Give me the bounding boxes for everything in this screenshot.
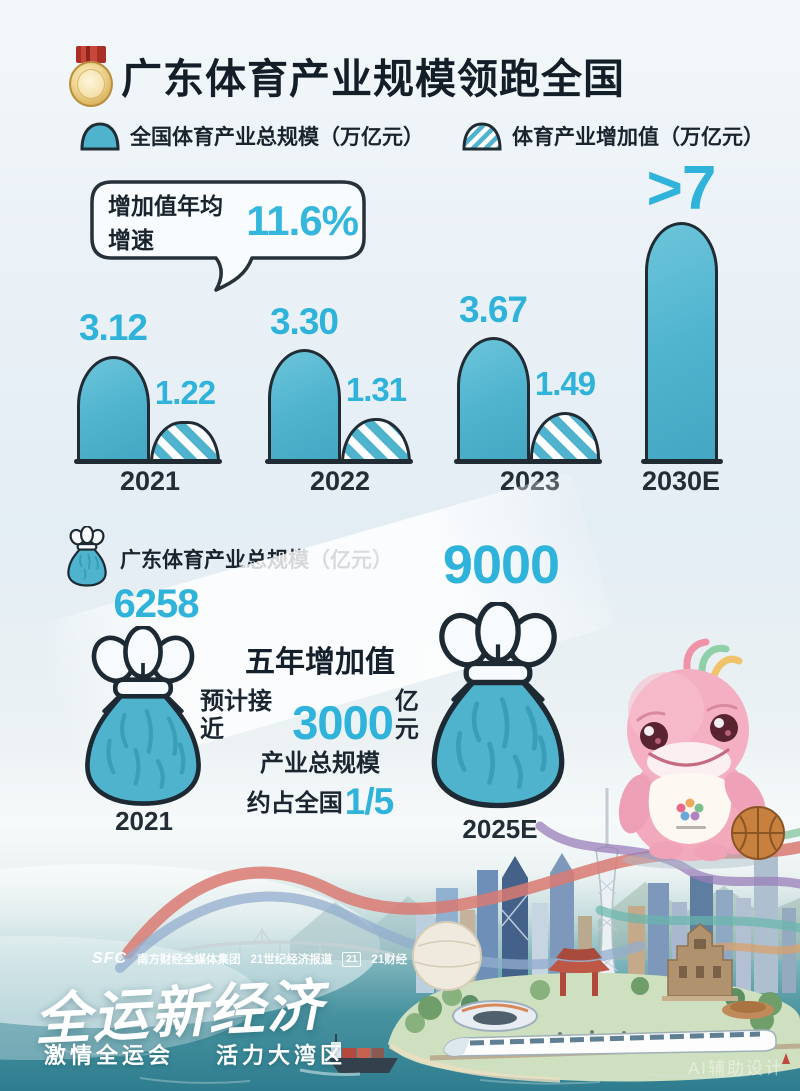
stadium (452, 1000, 538, 1032)
bar-total-2021 (77, 356, 150, 463)
basketball (731, 806, 785, 860)
science-sphere (412, 921, 482, 991)
brand-21-badge-icon: 21 (342, 951, 362, 967)
highlight-line4-big: 1/5 (344, 780, 394, 822)
category-2022: 2022 (309, 466, 371, 496)
baseline-2030e (641, 459, 723, 464)
category-2030e: 2030E (641, 466, 721, 496)
ai-watermark: AI辅助设计 (687, 1059, 784, 1078)
highlight-line4: 约占全国 1/5 (246, 780, 394, 822)
bar-added-2023 (530, 412, 600, 463)
subslogan-left: 激情全运会 (44, 1043, 175, 1068)
gold-medal-icon (68, 46, 114, 116)
bar-total-2030e (645, 222, 718, 463)
bar-total-2022 (268, 349, 341, 463)
brand-21caijing: 21财经 (371, 954, 408, 966)
mascot-emblem (676, 798, 706, 829)
city-illustration (0, 788, 800, 1091)
bag-value-2021: 6258 (113, 582, 200, 626)
high-speed-train (429, 1029, 800, 1061)
legend-added-label: 体育产业增加值（万亿元） (512, 126, 764, 149)
value-total-2021: 3.12 (78, 307, 148, 348)
highlight-text: 五年增加值 预计接近 3000 亿元 产业总规模 约占全国 1/5 (200, 637, 440, 822)
mascot-eyes (636, 703, 738, 750)
money-bag-2021 (85, 626, 201, 806)
bubble-value: 11.6% (246, 197, 359, 245)
brand-group-name: 南方财经全媒体集团 (137, 954, 241, 966)
dolphin-mascot (618, 638, 785, 869)
bar-added-2021 (150, 421, 220, 463)
bar-added-2022 (341, 418, 411, 463)
value-total-2022: 3.30 (269, 301, 339, 342)
baseline-2021 (74, 459, 222, 464)
bubble-label: 增加值年均增速 (108, 193, 223, 253)
brand-21cbh: 21世纪经济报道 (250, 954, 333, 966)
waves (59, 1049, 751, 1085)
baseline-2022 (265, 459, 413, 464)
bag-category-2025e: 2025E (462, 814, 538, 844)
bag-value-2025e: 9000 (442, 535, 560, 595)
dome-striped-icon (462, 122, 502, 151)
brand-bar: SFC 南方财经全媒体集团 21世纪经济报道 21 21财经 (92, 950, 407, 968)
bridge (179, 928, 393, 958)
medal-ribbon (76, 46, 106, 63)
value-added-2023: 1.49 (534, 365, 596, 402)
round-arena (722, 1001, 774, 1019)
legend-item-added: 体育产业增加值（万亿元） (460, 120, 764, 152)
highlight-line4-pre: 约占全国 (246, 790, 343, 818)
highlight-line2-pre: 预计接近 (200, 688, 272, 743)
sfc-logo: SFC (92, 950, 127, 967)
legend-total-label: 全国体育产业总规模（万亿元） (130, 126, 424, 149)
highlight-line1: 五年增加值 (245, 646, 395, 679)
bag-category-2021: 2021 (115, 806, 173, 836)
cargo-ship (299, 1034, 398, 1076)
campaign-subslogan: 激情全运会 活力大湾区 (44, 1038, 346, 1070)
value-added-2021: 1.22 (154, 374, 216, 411)
money-bag-icon (67, 526, 107, 587)
dome-solid-icon (80, 122, 120, 151)
chinese-gate (548, 948, 610, 996)
bar-total-2023 (457, 337, 530, 463)
chart-legend: 全国体育产业总规模（万亿元） 体育产业增加值（万亿元） (78, 120, 764, 152)
value-added-2022: 1.31 (345, 371, 407, 408)
value-total-2030e: >7 (646, 154, 717, 223)
value-total-2023: 3.67 (458, 289, 528, 330)
bubble-annotation: 增加值年均增速 11.6% (108, 190, 359, 253)
macau-ruins (662, 923, 738, 1001)
speech-bubble (90, 180, 366, 292)
page-title: 广东体育产业规模领跑全国 (121, 56, 625, 102)
highlight-line2: 预计接近 3000 亿元 (200, 688, 440, 750)
money-bag-2025e (431, 602, 565, 809)
category-2021: 2021 (119, 466, 181, 496)
highlight-line3: 产业总规模 (260, 750, 380, 778)
baseline-2023 (454, 459, 602, 464)
medal-coin (69, 61, 113, 107)
legend-item-total: 全国体育产业总规模（万亿元） (78, 120, 424, 152)
highlight-line2-suf: 亿元 (394, 688, 419, 743)
subslogan-right: 活力大湾区 (216, 1043, 347, 1068)
buoy (782, 1053, 790, 1064)
highlight-line2-big: 3000 (292, 696, 394, 750)
